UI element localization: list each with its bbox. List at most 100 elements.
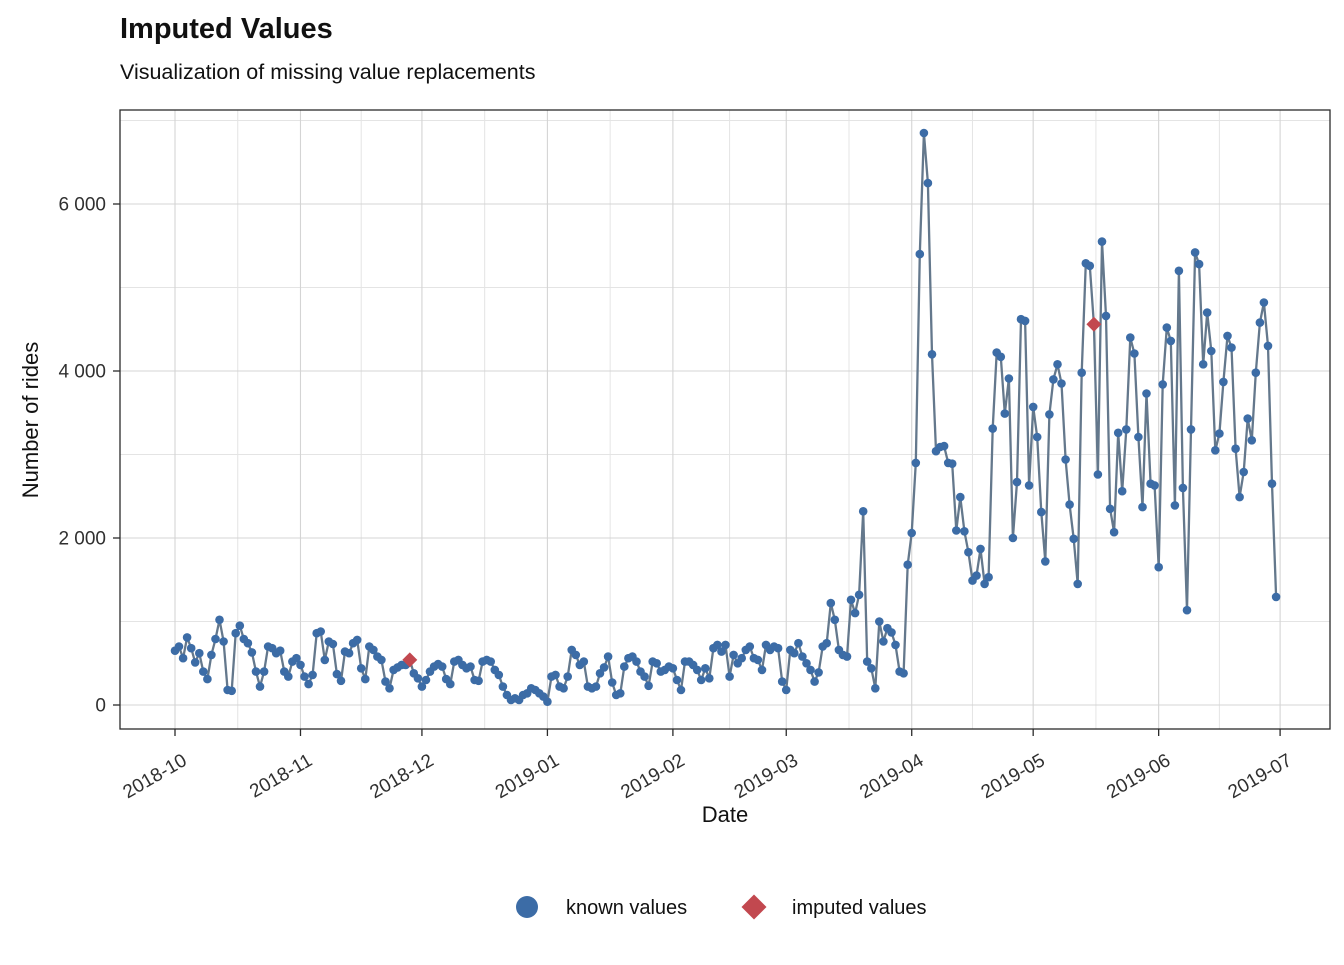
x-tick-label: 2019-05 [978,750,1049,803]
known-point [494,670,504,680]
known-point [190,658,200,667]
x-tick-label: 2019-04 [856,750,927,803]
known-point [810,677,819,686]
known-point [1271,592,1281,602]
known-point [672,675,682,685]
plot-title: Imputed Values [120,13,333,45]
x-tick-label: 2019-02 [618,750,689,803]
known-point [721,640,730,650]
known-point [858,507,868,516]
known-point [219,637,228,646]
known-point [713,640,722,650]
x-tick-label: 2019-07 [1225,750,1296,803]
known-point [753,655,763,665]
known-point [186,643,196,653]
x-axis-title: Date [702,802,748,827]
known-point [939,441,949,451]
known-point [446,679,455,689]
known-point [1077,368,1086,378]
known-point [1053,360,1062,369]
x-tick-label: 2019-01 [492,750,563,803]
known-point [794,638,803,648]
known-point [1243,414,1252,423]
known-point [1032,432,1042,442]
known-point [927,350,937,359]
known-point [620,662,629,671]
known-point [1247,436,1257,445]
known-point [332,669,342,679]
known-point [1263,341,1273,351]
known-point [466,662,475,671]
known-point [915,249,925,259]
known-point [1020,316,1030,326]
known-point [381,677,390,686]
known-point [474,676,483,686]
known-point [1041,557,1050,566]
known-point [822,638,831,648]
known-point [862,657,872,666]
legend-known-marker [516,896,538,918]
known-point [923,178,933,188]
known-point [701,664,710,673]
panel-background [120,110,1330,729]
known-point [907,528,916,538]
known-point [1093,470,1103,479]
y-tick-label: 6 000 [58,195,106,216]
known-point [421,675,431,685]
imputed-points [402,316,1102,668]
grid-major [120,110,1330,729]
legend-imputed-label: imputed values [792,897,927,919]
known-point [1134,432,1143,442]
known-point [984,572,993,582]
known-point [952,526,961,535]
known-point [352,635,362,645]
known-point [563,672,572,681]
axis-ticks [113,203,1281,736]
known-point [385,684,394,693]
known-point [417,682,427,691]
x-tick-label: 2018-10 [120,750,191,803]
known-point [1065,500,1074,509]
known-point [1150,481,1159,490]
known-point [203,674,212,684]
imputed-point [1086,316,1102,332]
plot-subtitle: Visualization of missing value replaceme… [120,60,535,84]
known-point [757,665,767,675]
x-tick-label: 2019-06 [1103,750,1174,803]
known-point [1142,389,1151,398]
known-point [1004,374,1014,383]
known-point [259,667,269,676]
known-point [947,459,957,469]
known-point [304,679,313,689]
known-point [413,674,423,683]
known-point [996,352,1006,362]
y-axis-title: Number of rides [18,342,43,499]
known-point [705,674,714,683]
known-point [1251,368,1261,378]
known-point [320,655,330,665]
known-point [806,665,815,675]
legend-known-label: known values [566,897,687,919]
known-point [231,628,240,638]
known-point [1024,481,1034,490]
known-point [1061,455,1070,464]
known-point [1178,483,1188,493]
known-point [826,598,836,608]
known-point [356,664,366,673]
known-point [437,662,447,671]
known-point [1186,425,1196,434]
known-point [243,638,253,648]
known-point [235,621,245,630]
known-point [956,492,965,502]
known-point [1028,402,1038,412]
known-point [972,571,981,580]
known-point [328,639,338,649]
known-point [875,617,884,626]
known-point [976,544,985,554]
known-point [867,664,876,673]
known-point [1174,266,1184,276]
known-point [960,527,969,536]
known-point [717,647,726,656]
